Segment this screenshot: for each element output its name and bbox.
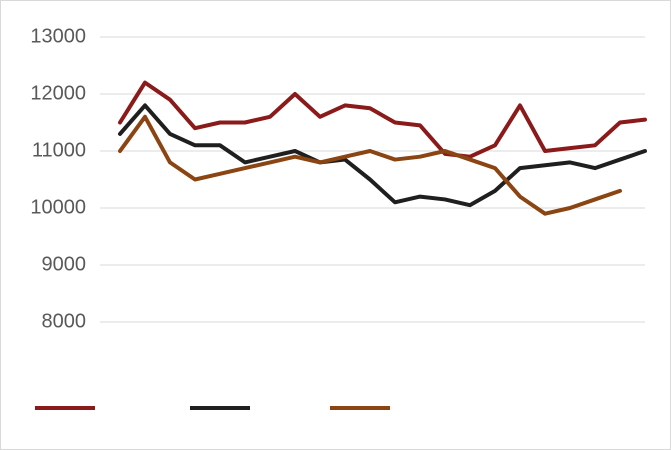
y-tick-label: 9000 (42, 253, 87, 275)
series-line (118, 80, 647, 159)
series-line (118, 114, 622, 216)
y-tick-label: 11000 (32, 139, 86, 161)
series-line (118, 103, 647, 208)
y-tick-label: 8000 (42, 310, 87, 332)
y-tick-label: 12000 (30, 82, 86, 104)
y-tick-label: 10000 (30, 196, 86, 218)
y-tick-label: 13000 (30, 25, 86, 47)
